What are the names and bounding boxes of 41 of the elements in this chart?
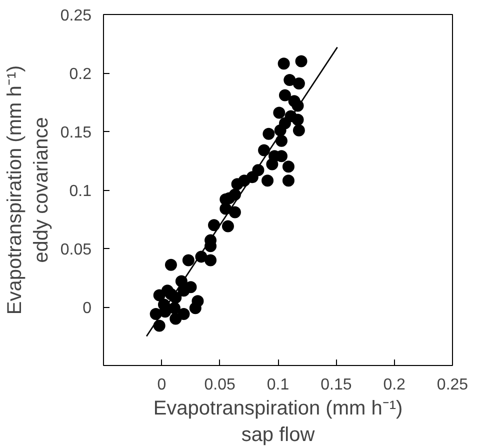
y-tick-label: 0.2 bbox=[69, 66, 92, 83]
y-tick-label: 0 bbox=[82, 300, 92, 317]
point bbox=[164, 258, 177, 271]
point bbox=[161, 284, 174, 297]
point bbox=[292, 78, 305, 90]
point bbox=[258, 144, 270, 156]
x-tick-label: 0.15 bbox=[320, 376, 352, 394]
point bbox=[292, 124, 305, 136]
point bbox=[262, 128, 275, 140]
x-tick-label: 0.25 bbox=[436, 376, 468, 394]
point bbox=[208, 219, 220, 232]
point bbox=[228, 206, 241, 218]
point bbox=[153, 320, 166, 332]
point bbox=[182, 254, 194, 266]
point bbox=[178, 284, 190, 297]
point bbox=[222, 220, 234, 232]
point bbox=[189, 302, 202, 314]
point bbox=[282, 174, 294, 187]
point bbox=[284, 74, 296, 86]
point bbox=[273, 106, 286, 119]
y-axis-title: Evapotranspiration (mm h⁻¹) eddy covariance bbox=[4, 65, 52, 315]
x-tick-label: 0 bbox=[157, 376, 166, 394]
y-tick-label: 0.1 bbox=[69, 183, 92, 200]
point bbox=[262, 174, 274, 187]
point bbox=[278, 58, 290, 70]
point bbox=[231, 178, 244, 190]
x-axis-title: Evapotranspiration (mm h⁻¹) sap flow bbox=[153, 398, 403, 446]
x-tick-label: 0.05 bbox=[204, 376, 236, 394]
point bbox=[282, 160, 294, 173]
point bbox=[204, 254, 217, 266]
point bbox=[295, 55, 308, 68]
y-tick-label: 0.25 bbox=[60, 8, 92, 24]
x-tick-label: 0.1 bbox=[266, 376, 290, 394]
point bbox=[266, 158, 278, 170]
point bbox=[178, 308, 190, 320]
y-tick-label: 0.15 bbox=[60, 124, 92, 142]
y-tick-label: 0.05 bbox=[60, 242, 92, 258]
point bbox=[278, 89, 291, 102]
x-tick-label: 0.2 bbox=[383, 376, 406, 394]
point bbox=[292, 114, 304, 126]
point bbox=[275, 134, 288, 147]
